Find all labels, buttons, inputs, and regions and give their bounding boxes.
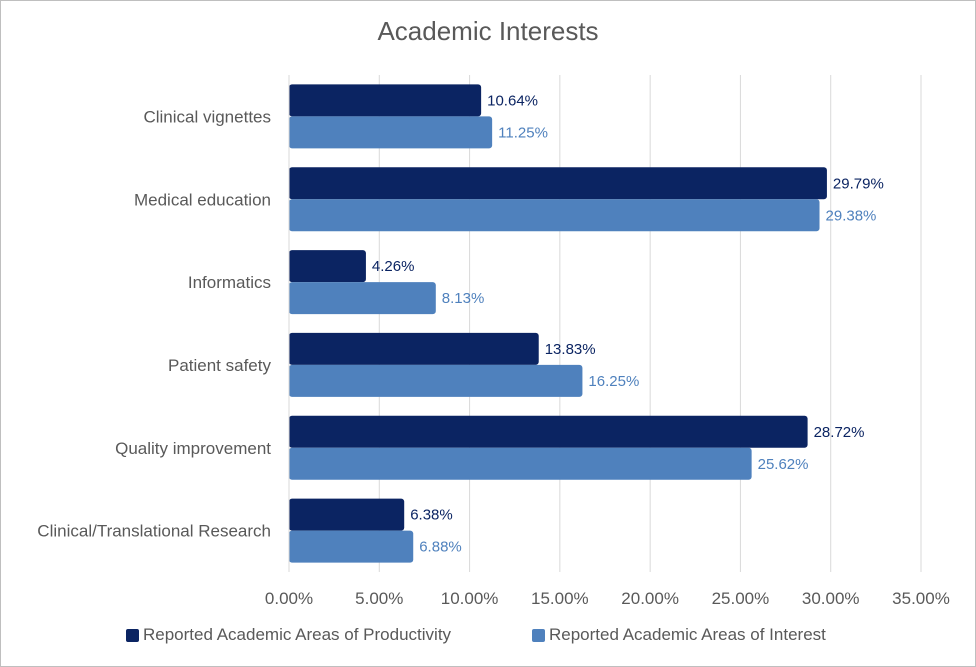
category-label: Quality improvement <box>115 439 271 458</box>
legend-label: Reported Academic Areas of Productivity <box>143 625 452 644</box>
chart-title: Academic Interests <box>377 16 599 46</box>
x-tick-label: 35.00% <box>892 589 950 608</box>
data-label: 8.13% <box>442 290 485 307</box>
bar <box>289 530 414 563</box>
x-tick-label: 30.00% <box>802 589 860 608</box>
bar <box>289 282 436 315</box>
bar <box>289 498 405 531</box>
legend-label: Reported Academic Areas of Interest <box>549 625 826 644</box>
data-label: 29.38% <box>826 207 877 224</box>
bar <box>289 167 827 200</box>
data-label: 4.26% <box>372 258 415 275</box>
bar <box>289 250 366 283</box>
data-label: 13.83% <box>545 341 596 358</box>
data-label: 10.64% <box>487 92 538 109</box>
x-tick-label: 10.00% <box>441 589 499 608</box>
bar <box>289 415 808 448</box>
bar <box>289 199 820 232</box>
x-tick-label: 5.00% <box>355 589 403 608</box>
chart-legend: Reported Academic Areas of Productivity R… <box>0 625 976 649</box>
data-label: 29.79% <box>833 175 884 192</box>
x-tick-label: 20.00% <box>621 589 679 608</box>
bar <box>289 364 583 397</box>
data-label: 6.88% <box>419 539 462 556</box>
category-label: Patient safety <box>168 356 272 375</box>
x-tick-label: 25.00% <box>712 589 770 608</box>
bar <box>289 84 482 117</box>
legend-swatch <box>532 628 545 642</box>
category-label: Informatics <box>188 273 271 292</box>
legend-item: Reported Academic Areas of Interest <box>532 625 826 645</box>
bar <box>289 447 752 480</box>
category-label: Clinical/Translational Research <box>37 522 271 541</box>
legend-swatch <box>126 628 139 642</box>
bar <box>289 332 539 365</box>
category-label: Medical education <box>134 190 271 209</box>
data-label: 6.38% <box>410 507 453 524</box>
x-tick-label: 0.00% <box>265 589 313 608</box>
data-label: 16.25% <box>588 373 639 390</box>
x-tick-label: 15.00% <box>531 589 589 608</box>
category-label: Clinical vignettes <box>143 107 271 126</box>
data-label: 28.72% <box>814 424 865 441</box>
legend-item: Reported Academic Areas of Productivity <box>126 625 451 645</box>
bar <box>289 116 493 149</box>
data-label: 11.25% <box>498 124 548 141</box>
data-label: 25.62% <box>758 456 809 473</box>
